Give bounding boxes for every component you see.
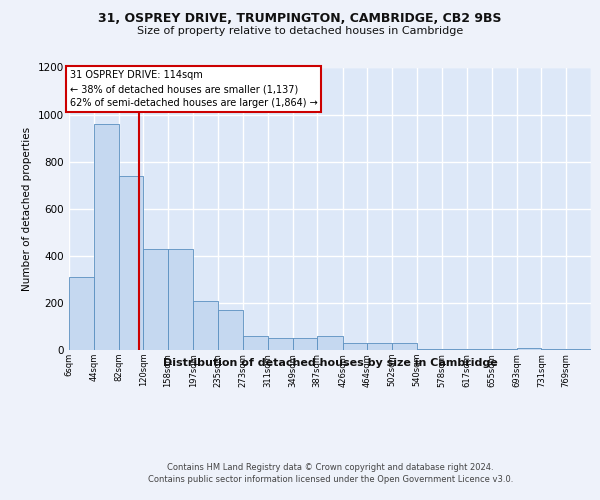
Y-axis label: Number of detached properties: Number of detached properties [22, 126, 32, 291]
Bar [367, 343, 392, 350]
Bar [317, 336, 343, 350]
Text: 31, OSPREY DRIVE, TRUMPINGTON, CAMBRIDGE, CB2 9BS: 31, OSPREY DRIVE, TRUMPINGTON, CAMBRIDGE… [98, 12, 502, 26]
Bar [343, 343, 367, 350]
Bar [392, 343, 417, 350]
Bar [193, 300, 218, 350]
Text: Contains HM Land Registry data © Crown copyright and database right 2024.
Contai: Contains HM Land Registry data © Crown c… [148, 462, 513, 484]
Bar [492, 349, 517, 350]
Bar [517, 348, 541, 350]
Bar [218, 310, 243, 350]
Bar [541, 349, 566, 350]
Bar [168, 249, 193, 350]
Bar [293, 338, 317, 350]
Bar [268, 338, 293, 350]
Bar [94, 124, 119, 350]
Text: Distribution of detached houses by size in Cambridge: Distribution of detached houses by size … [163, 358, 497, 368]
Bar [143, 249, 168, 350]
Bar [566, 349, 591, 350]
Bar [119, 176, 143, 350]
Bar [243, 336, 268, 350]
Bar [467, 349, 492, 350]
Text: Size of property relative to detached houses in Cambridge: Size of property relative to detached ho… [137, 26, 463, 36]
Bar [69, 277, 94, 350]
Bar [417, 349, 442, 350]
Text: 31 OSPREY DRIVE: 114sqm
← 38% of detached houses are smaller (1,137)
62% of semi: 31 OSPREY DRIVE: 114sqm ← 38% of detache… [70, 70, 317, 108]
Bar [442, 349, 467, 350]
